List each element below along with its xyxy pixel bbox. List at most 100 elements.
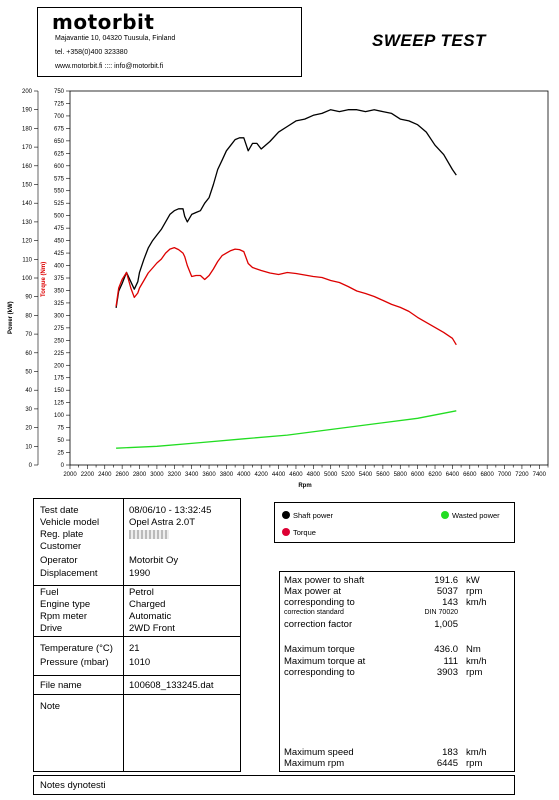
- x-tick-label: 3000: [150, 472, 164, 478]
- x-tick-label: 6200: [428, 472, 442, 478]
- legend-dot-shaft: [282, 511, 290, 519]
- correction-standard-value: DIN 70020: [424, 609, 458, 616]
- x-tick-label: 2400: [98, 472, 112, 478]
- max-speed-label: Maximum speed: [284, 747, 354, 758]
- max-torque-speed: 111: [443, 656, 458, 667]
- torque-tick-label: 150: [54, 388, 65, 394]
- y-axes: 2001901801701601501401301201101009080706…: [22, 89, 70, 469]
- correction-factor-value: 1,005: [434, 619, 458, 630]
- max-speed-value: 183: [442, 747, 458, 758]
- torque-tick-label: 475: [54, 226, 65, 232]
- plot-area: [69, 90, 549, 466]
- vehicle-info-table: Test date 08/06/10 - 13:32:45 Vehicle mo…: [33, 498, 241, 772]
- x-tick-label: 3600: [202, 472, 216, 478]
- torque-tick-label: 300: [54, 313, 65, 319]
- rpm-meter-label: Rpm meter: [40, 611, 87, 622]
- torque-tick-label: 625: [54, 151, 65, 157]
- note-label: Note: [40, 701, 61, 712]
- pressure-value: 1010: [129, 657, 151, 668]
- speed-unit: km/h: [466, 597, 487, 608]
- operator-value: Motorbit Oy: [129, 555, 179, 566]
- rpm-meter-value: Automatic: [129, 611, 172, 622]
- speed-unit-3: km/h: [466, 747, 487, 758]
- torque-tick-label: 675: [54, 126, 65, 132]
- torque-tick-label: 700: [54, 114, 65, 120]
- torque-tick-label: 500: [54, 214, 65, 220]
- max-rpm-label: Maximum rpm: [284, 758, 345, 769]
- column-divider: [123, 499, 124, 771]
- max-torque-value: 436.0: [434, 644, 458, 655]
- notes-box: Notes dynotesti: [33, 775, 515, 795]
- pressure-label: Pressure (mbar): [40, 657, 109, 668]
- x-axis-label: Rpm: [298, 483, 311, 489]
- legend-dot-wasted: [441, 511, 449, 519]
- x-tick-label: 7000: [498, 472, 512, 478]
- company-web: www.motorbit.fi :::: info@motorbit.fi: [55, 63, 164, 70]
- results-table: Max power to shaft 191.6 kW Max power at…: [279, 571, 515, 772]
- rpm-unit-2: rpm: [466, 667, 483, 678]
- company-phone: tel. +358(0)400 323380: [55, 49, 128, 56]
- torque-tick-label: 575: [54, 176, 65, 182]
- torque-tick-label: 600: [54, 164, 65, 170]
- x-axis: 2000 2200 2400 2600 2800 3000 3200 3400 3600 3800…: [63, 465, 549, 478]
- notes-text: Notes dynotesti: [40, 780, 106, 791]
- test-date-value: 08/06/10 - 13:32:45: [129, 505, 212, 516]
- company-address: Majavantie 10, 04320 Tuusula, Finland: [55, 35, 176, 42]
- speed-unit-2: km/h: [466, 656, 487, 667]
- correction-standard-label: correction standard: [284, 609, 344, 616]
- x-tick-label: 2600: [115, 472, 129, 478]
- power-tick-label: 10: [25, 444, 32, 450]
- torque-tick-label: 25: [57, 451, 64, 457]
- torque-tick-label: 725: [54, 101, 65, 107]
- torque-tick-label: 375: [54, 276, 65, 282]
- company-logo: motorbit: [52, 10, 155, 34]
- x-tick-label: 5400: [359, 472, 373, 478]
- corresponding-to-label-2: corresponding to: [284, 667, 355, 678]
- divider: [34, 585, 240, 586]
- torque-tick-label: 275: [54, 326, 65, 332]
- power-tick-label: 160: [22, 164, 33, 170]
- max-power-rpm: 5037: [436, 586, 458, 597]
- x-tick-label: 5200: [341, 472, 355, 478]
- reg-plate-label: Reg. plate: [40, 529, 84, 540]
- torque-tick-label: 75: [57, 426, 64, 432]
- torque-tick-label: 400: [54, 264, 65, 270]
- max-torque-at-label: Maximum torque at: [284, 656, 366, 667]
- power-tick-label: 70: [25, 332, 32, 338]
- x-tick-label: 5800: [394, 472, 408, 478]
- torque-tick-label: 525: [54, 201, 65, 207]
- y-axis-label-torque: Torque (Nm): [41, 262, 47, 297]
- series-line-shaft-power: [115, 109, 457, 308]
- legend-torque: Torque: [293, 528, 316, 537]
- divider: [34, 675, 240, 676]
- x-tick-label: 6800: [480, 472, 494, 478]
- max-rpm-value: 6445: [436, 758, 458, 769]
- drive-value: 2WD Front: [129, 623, 175, 634]
- power-tick-label: 50: [25, 370, 32, 376]
- vehicle-model-value: Opel Astra 2.0T: [129, 517, 196, 528]
- x-tick-label: 5000: [324, 472, 338, 478]
- test-date-label: Test date: [40, 505, 79, 516]
- legend-wasted-power: Wasted power: [452, 511, 500, 520]
- power-tick-label: 180: [22, 126, 33, 132]
- max-torque-label: Maximum torque: [284, 644, 355, 655]
- file-name-label: File name: [40, 680, 82, 691]
- x-tick-label: 6600: [463, 472, 477, 478]
- power-tick-label: 110: [22, 257, 32, 263]
- customer-label: Customer: [40, 541, 82, 552]
- x-tick-label: 4600: [289, 472, 303, 478]
- displacement-value: 1990: [129, 568, 151, 579]
- torque-tick-label: 250: [54, 338, 65, 344]
- corresponding-to-label: corresponding to: [284, 597, 355, 608]
- torque-tick-label: 50: [57, 438, 64, 444]
- divider: [34, 694, 240, 695]
- max-power-speed: 143: [442, 597, 458, 608]
- company-info-box: motorbit Majavantie 10, 04320 Tuusula, F…: [37, 7, 302, 77]
- temperature-value: 21: [129, 643, 140, 654]
- x-tick-label: 4400: [272, 472, 286, 478]
- x-tick-label: 3200: [168, 472, 182, 478]
- x-tick-label: 2800: [133, 472, 147, 478]
- max-power-value: 191.6: [434, 575, 458, 586]
- torque-unit: Nm: [466, 644, 481, 655]
- drive-label: Drive: [40, 623, 63, 634]
